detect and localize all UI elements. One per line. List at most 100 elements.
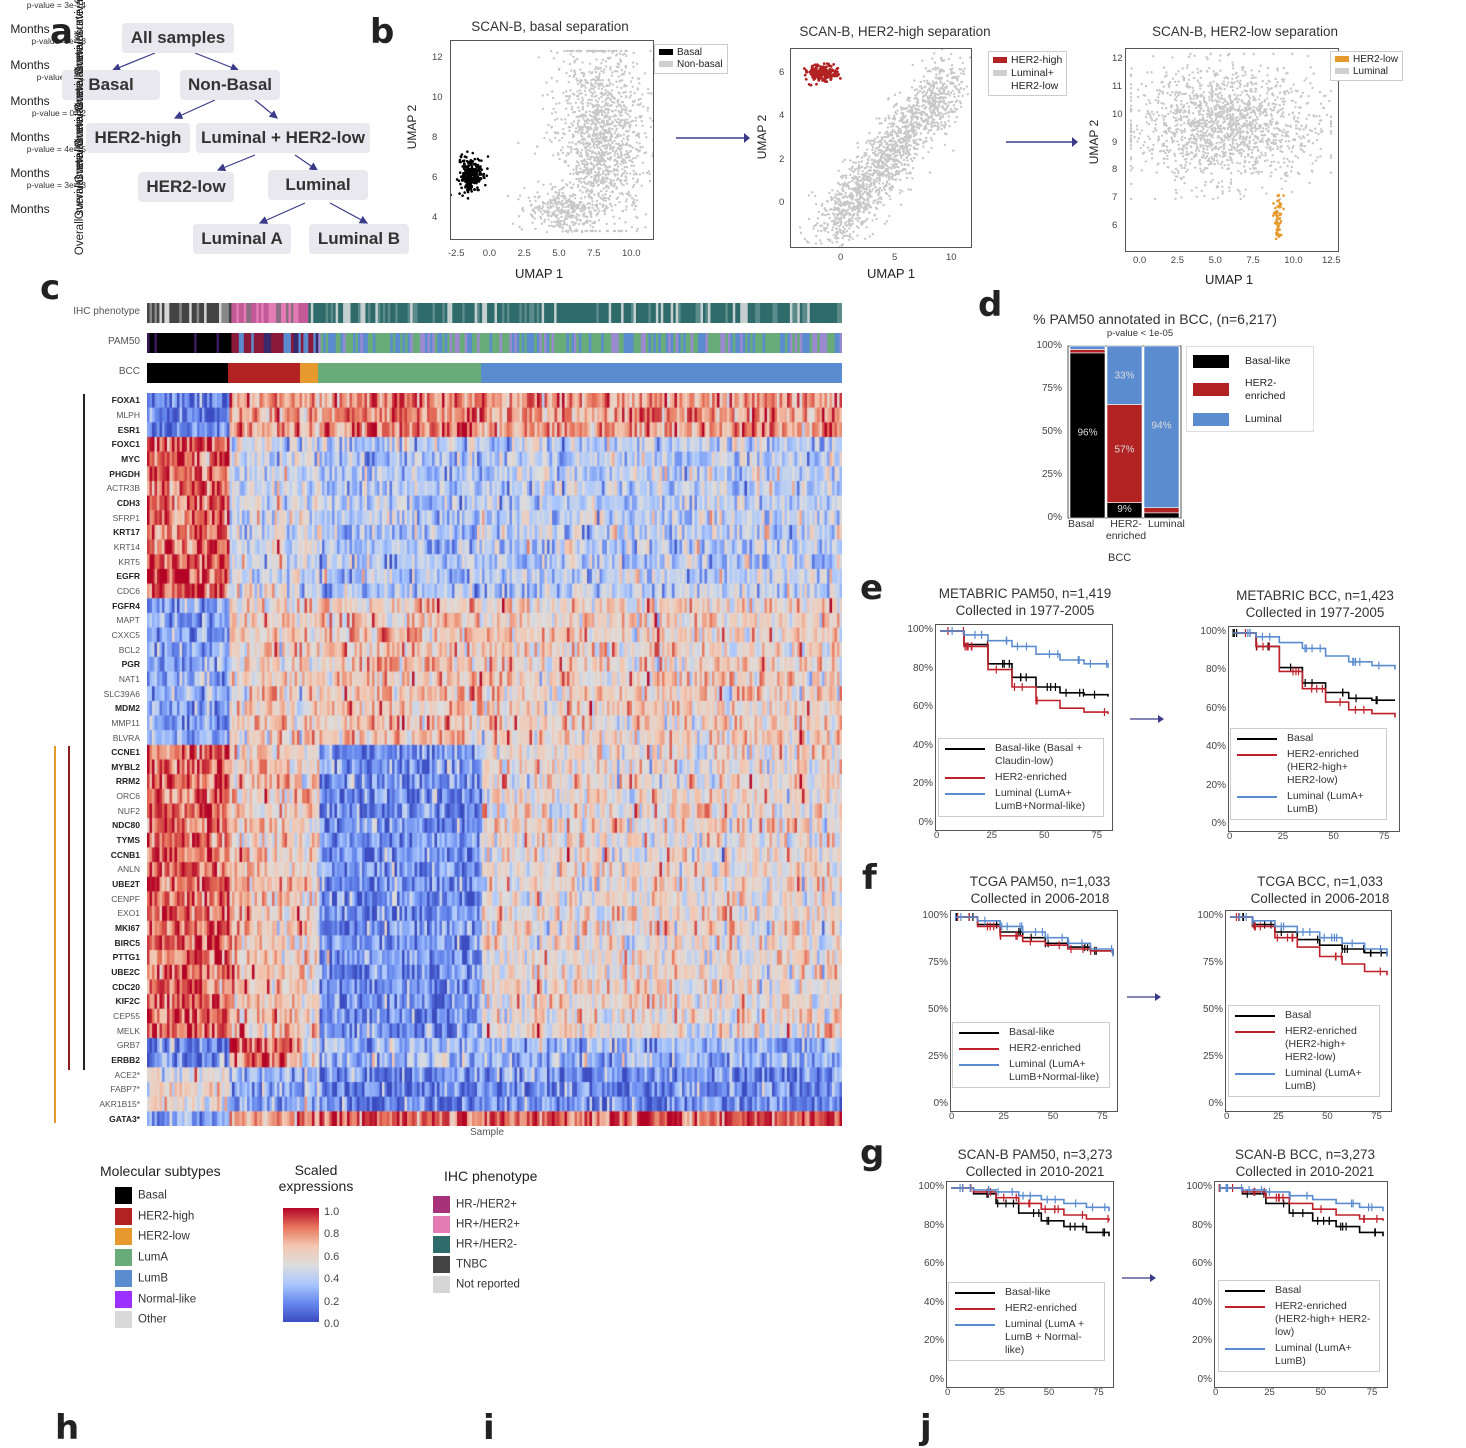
umap-point <box>609 105 611 107</box>
umap-point <box>1130 165 1132 167</box>
umap-point <box>877 162 879 164</box>
umap-point <box>569 63 571 65</box>
umap-point <box>605 190 607 192</box>
umap-point <box>576 178 578 180</box>
umap-point <box>920 132 922 134</box>
umap-point <box>576 80 578 82</box>
umap-point <box>939 100 941 102</box>
tree-node-her2-high: HER2-high <box>86 123 190 153</box>
umap-point <box>598 140 600 142</box>
umap-point <box>558 201 560 203</box>
umap-point <box>582 209 584 211</box>
umap-point <box>1211 136 1213 138</box>
umap-point <box>1130 96 1132 98</box>
umap1-plot <box>450 40 654 240</box>
umap-point <box>1199 168 1201 170</box>
umap-point <box>1190 137 1192 139</box>
umap-point <box>1177 128 1179 130</box>
umap-point <box>808 218 810 220</box>
umap-point <box>1199 113 1201 115</box>
umap-point <box>617 91 619 93</box>
umap-point <box>637 87 639 89</box>
umap-point <box>1185 110 1187 112</box>
umap-point <box>933 84 935 86</box>
umap-point <box>555 206 557 208</box>
umap-point <box>931 139 933 141</box>
umap-point <box>932 121 934 123</box>
umap-point <box>910 124 912 126</box>
umap-point <box>578 214 580 216</box>
umap-point <box>1241 148 1243 150</box>
umap-point <box>885 143 887 145</box>
umap-point <box>635 120 637 122</box>
umap-point <box>534 217 536 219</box>
umap-point <box>632 186 634 188</box>
umap-point <box>1175 175 1177 177</box>
umap-point <box>1235 73 1237 75</box>
umap-point <box>886 147 888 149</box>
tree-node-luminal: Luminal <box>268 170 368 200</box>
umap-point <box>1266 114 1268 116</box>
umap-point <box>1244 71 1246 73</box>
umap-point <box>1199 70 1201 72</box>
umap-point <box>1232 117 1234 119</box>
umap-point <box>908 104 910 106</box>
umap-point <box>813 225 815 227</box>
umap-point <box>625 55 627 57</box>
umap-point <box>1302 92 1304 94</box>
umap-point <box>596 212 598 214</box>
umap-point <box>887 135 889 137</box>
umap-point <box>550 221 552 223</box>
umap-point <box>1291 112 1293 114</box>
umap-point <box>585 115 587 117</box>
umap-point <box>1180 115 1182 117</box>
umap-point <box>899 153 901 155</box>
umap-point <box>1295 124 1297 126</box>
umap-point <box>871 159 873 161</box>
umap-point-her2high <box>832 73 835 76</box>
umap-point <box>567 95 569 97</box>
umap-point <box>871 174 873 176</box>
umap-point <box>557 132 559 134</box>
umap-point <box>1199 163 1201 165</box>
umap-point <box>610 133 612 135</box>
umap-point <box>913 97 915 99</box>
umap-point <box>1212 100 1214 102</box>
umap-point <box>926 113 928 115</box>
umap-point <box>630 150 632 152</box>
umap-point <box>1246 93 1248 95</box>
umap-point <box>843 231 845 233</box>
umap-point-basal <box>456 178 459 181</box>
umap-point <box>895 178 897 180</box>
umap-point <box>625 144 627 146</box>
umap-point <box>1147 110 1149 112</box>
umap-point <box>947 111 949 113</box>
umap-point <box>1294 155 1296 157</box>
umap-point <box>569 215 571 217</box>
umap-point <box>631 226 633 228</box>
umap-point <box>629 72 631 74</box>
umap-point <box>1330 125 1332 127</box>
panel-label-i: i <box>483 1408 495 1448</box>
umap-point <box>627 113 629 115</box>
umap-point <box>885 184 887 186</box>
umap-point <box>954 110 956 112</box>
umap-point <box>652 59 653 61</box>
umap-point <box>853 189 855 191</box>
umap-point <box>930 103 932 105</box>
umap-point <box>1303 151 1305 153</box>
umap-point <box>1283 162 1285 164</box>
umap-point <box>844 181 846 183</box>
umap-point <box>866 176 868 178</box>
umap-point <box>629 91 631 93</box>
umap-point <box>619 230 621 232</box>
umap-point <box>1291 90 1293 92</box>
umap-point <box>607 85 609 87</box>
umap-point <box>1130 130 1132 132</box>
umap-point <box>857 173 859 175</box>
umap-point <box>546 203 548 205</box>
umap-point <box>563 211 565 213</box>
umap-point <box>1252 146 1254 148</box>
umap-point <box>622 91 624 93</box>
umap-point <box>843 175 845 177</box>
